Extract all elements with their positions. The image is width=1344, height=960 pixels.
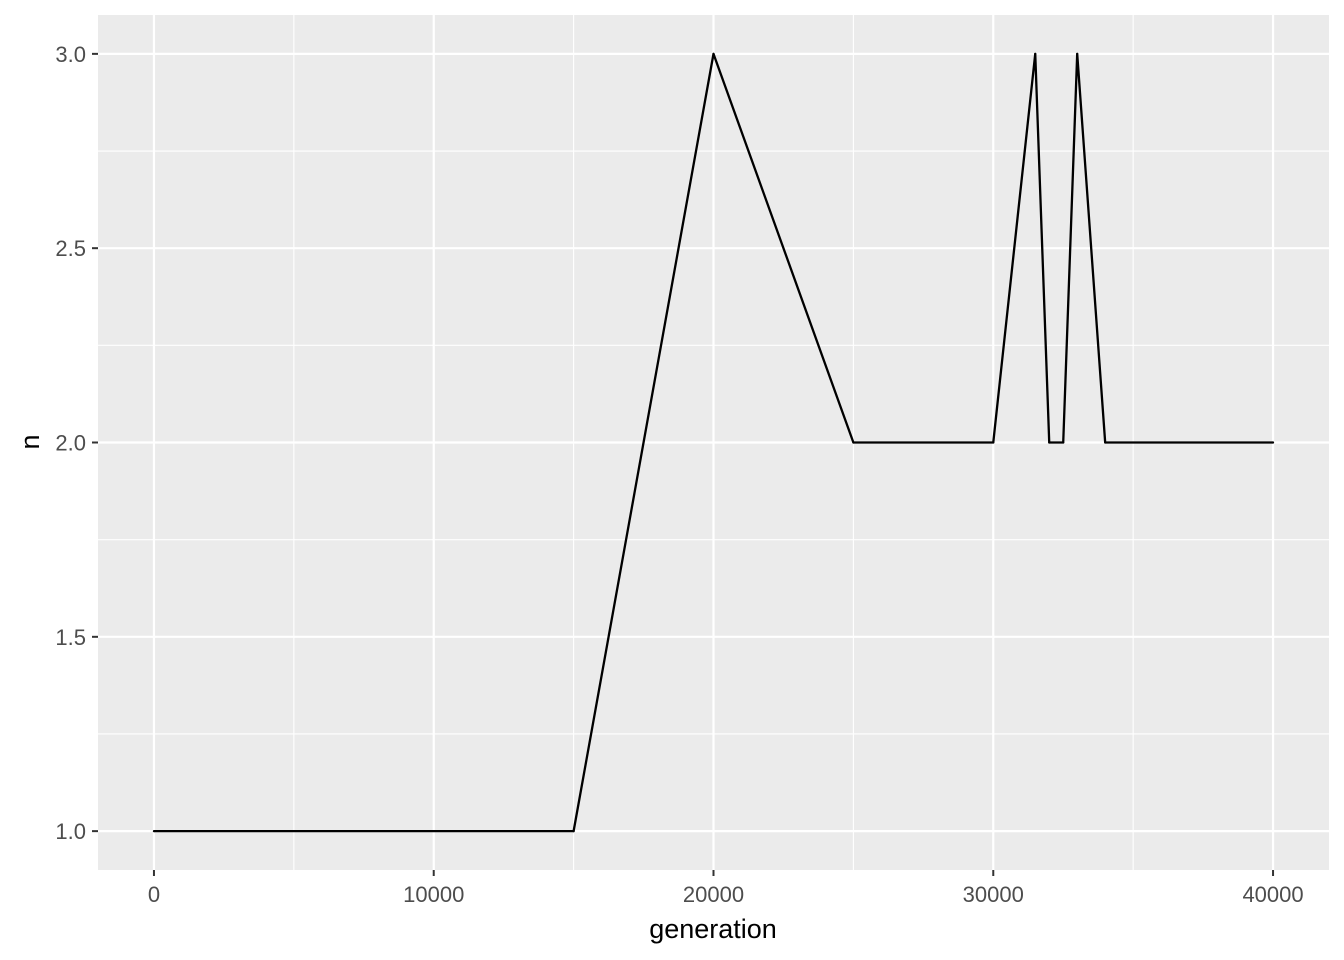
data-point [712, 52, 715, 55]
series-layer [152, 52, 1275, 833]
y-tick-label: 3.0 [55, 42, 86, 67]
x-tick-label: 30000 [963, 882, 1024, 907]
data-point [1271, 441, 1275, 444]
data-point [572, 830, 575, 833]
data-point [1076, 52, 1079, 55]
x-axis: 0 10000 20000 30000 40000 [148, 870, 1304, 907]
data-point [1048, 441, 1051, 444]
x-tick-label: 0 [148, 882, 160, 907]
y-tick-label: 2.5 [55, 236, 86, 261]
x-tick-label: 10000 [403, 882, 464, 907]
data-point [852, 441, 855, 444]
y-axis: 1.0 1.5 2.0 2.5 3.0 [55, 42, 98, 844]
data-point [992, 441, 995, 444]
x-tick-label: 40000 [1242, 882, 1303, 907]
data-point [1104, 441, 1107, 444]
y-tick-label: 1.5 [55, 625, 86, 650]
x-axis-title: generation [649, 914, 777, 944]
y-axis-title: n [15, 434, 45, 449]
data-point [152, 830, 156, 833]
data-point [1034, 52, 1037, 55]
y-tick-label: 2.0 [55, 431, 86, 456]
y-tick-label: 1.0 [55, 819, 86, 844]
x-tick-label: 20000 [683, 882, 744, 907]
major-gridlines [98, 15, 1329, 870]
data-point [1062, 441, 1065, 444]
